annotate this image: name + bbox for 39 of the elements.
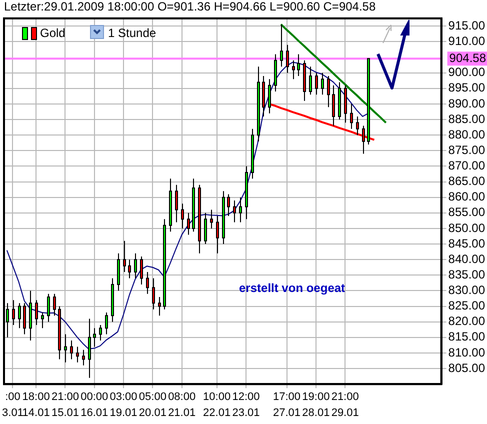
annotation: 1 Stunde [108, 26, 156, 40]
y-tick-label: 815.00 [448, 330, 486, 344]
y-tick-label: 840.00 [448, 252, 486, 266]
ref-line-label: 904.58 [449, 50, 486, 65]
y-tick-label: 865.00 [448, 174, 486, 188]
x-tick-label: 21:00 29.01 [331, 391, 359, 420]
y-tick-label: 875.00 [448, 142, 486, 157]
x-tick-label: 08:00 21.01 [168, 391, 196, 420]
y-tick-label: 820.00 [448, 314, 486, 328]
y-tick-label: 910.00 [448, 34, 486, 48]
y-tick-label: 825.00 [448, 298, 486, 313]
y-tick-label: 860.00 [448, 190, 486, 204]
legend-label: Gold [40, 26, 66, 40]
y-tick-label: 885.00 [448, 112, 486, 126]
y-tick-label: 805.00 [448, 360, 486, 375]
x-tick-label: 05:00 20.01 [138, 391, 166, 420]
y-tick-label: 810.00 [448, 345, 486, 360]
x-tick-label: 17:00 27.01 [273, 391, 301, 420]
x-tick-label: :00 3.01 [2, 391, 24, 420]
y-tick-label: 835.00 [448, 267, 486, 282]
y-tick-label: 870.00 [448, 158, 486, 173]
x-tick-label: 21:00 15.01 [51, 391, 79, 420]
y-tick-label: 915.00 [448, 18, 486, 32]
x-tick-label: 10:00 22.01 [203, 391, 231, 420]
x-tick-label: 00:00 16.01 [80, 391, 108, 420]
annotation: erstellt von oegeat [239, 281, 346, 296]
y-tick-label: 895.00 [448, 80, 486, 95]
y-tick-label: 855.00 [448, 205, 486, 220]
y-tick-label: 830.00 [448, 283, 486, 298]
y-tick-label: 850.00 [448, 220, 486, 235]
y-tick-label: 900.00 [448, 65, 486, 80]
chart-title: Letzter:29.01.2009 18:00:00 O=901.36 H=904.66 L=900.60 C=904.58 [4, 0, 376, 14]
x-tick-label: 03:00 19.01 [110, 391, 138, 420]
y-tick-label: 880.00 [448, 127, 486, 142]
x-tick-label: 19:00 28.01 [302, 391, 330, 420]
y-tick-label: 845.00 [448, 236, 486, 250]
y-tick-label: 890.00 [448, 96, 486, 110]
x-tick-label: 12:00 23.01 [232, 391, 260, 420]
x-tick-label: 18:00 14.01 [22, 391, 50, 420]
